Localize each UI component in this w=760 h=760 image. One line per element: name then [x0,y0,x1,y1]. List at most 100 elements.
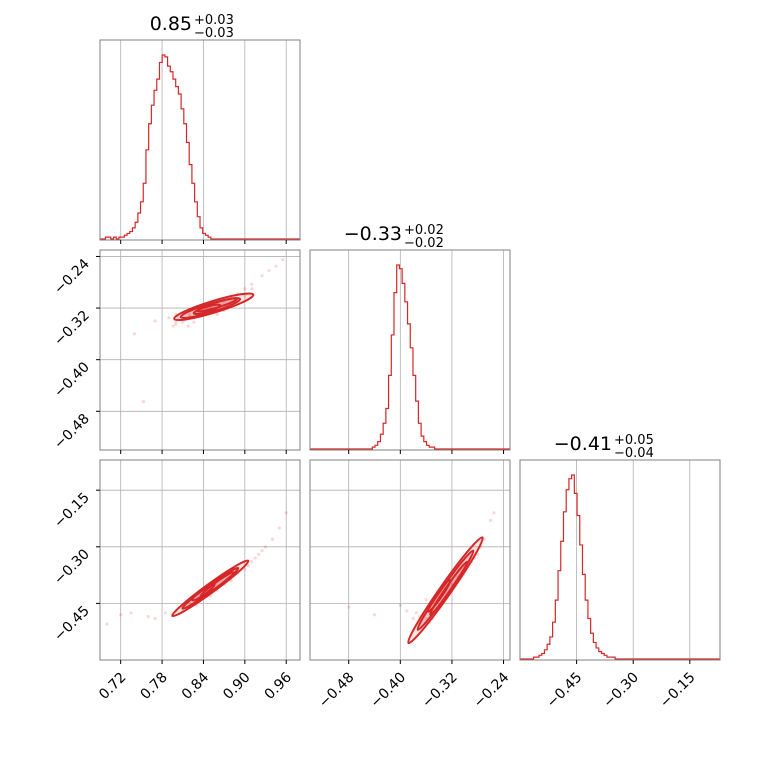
scatter-point [263,545,268,549]
histogram-title: −0.41 +0.05−0.04 [554,433,654,461]
y-tick-label: −0.24 [51,256,93,298]
scatter-point [167,316,171,320]
scatter-point [257,552,261,556]
panel-1-0 [96,249,301,454]
scatter-point [492,511,496,515]
title-lower: −0.03 [194,26,234,41]
scatter-point [277,526,281,530]
scatter-point [174,322,178,326]
x-tick-label: −0.30 [600,670,642,712]
x-tick-label: −0.48 [316,670,358,712]
scatter-point [192,320,196,324]
y-tick-label: −0.40 [51,359,93,401]
scatter-point [181,320,185,324]
panel-frame [309,249,511,451]
panel-content [520,474,720,660]
x-tick-label: 0.90 [220,670,253,703]
panel-frame [99,459,301,661]
scatter-point [414,611,419,615]
scatter-point [274,264,278,268]
y-tick-label: −0.15 [51,490,93,532]
density-contour [191,582,216,602]
density-contour [192,303,222,316]
scatter-point [129,611,133,615]
x-tick-label: −0.15 [657,670,699,712]
panel-content [132,258,285,404]
panel-2-1 [309,459,511,664]
scatter-point [243,287,247,291]
x-tick-label: 0.96 [262,669,295,702]
scatter-point [153,319,157,323]
panel-2-0 [96,459,301,664]
scatter-point [163,611,168,615]
y-tick-label: −0.32 [51,308,93,350]
y-tick-label: −0.30 [51,546,93,588]
scatter-point [243,567,247,572]
panel-content [105,511,288,626]
scatter-point [424,598,428,602]
scatter-point [253,556,257,560]
histogram-line [520,474,720,660]
scatter-point [146,615,150,619]
scatter-point [281,258,285,262]
scatter-point [372,613,377,617]
scatter-point [411,616,415,621]
x-tick-label: 0.78 [138,670,171,703]
density-contour [426,578,452,613]
scatter-point [250,560,254,564]
scatter-point [267,269,271,273]
panel-2-2: −0.41 +0.05−0.04 [519,433,721,664]
scatter-point [260,274,264,278]
panel-content [310,264,510,450]
panel-frame [99,39,301,241]
x-tick-label: −0.40 [367,670,409,712]
title-value: −0.33 [344,223,402,245]
scatter-point [119,613,123,617]
histogram-line [100,54,300,240]
scatter-point [284,511,288,515]
title-value: 0.85 [150,13,192,35]
scatter-point [153,616,157,621]
title-lower: −0.04 [614,446,654,461]
histogram-title: −0.33 +0.02−0.02 [344,223,444,251]
scatter-point [347,605,351,609]
scatter-point [141,400,146,404]
scatter-point [215,312,219,317]
scatter-point [188,312,192,317]
scatter-point [424,616,428,621]
histogram-title: 0.85 +0.03−0.03 [150,13,234,41]
scatter-point [489,518,493,522]
scatter-point [186,324,190,328]
title-upper: +0.02 [404,223,444,238]
y-tick-label: −0.48 [51,411,93,453]
scatter-point [250,282,254,286]
scatter-point [405,609,409,613]
panel-content [100,54,300,240]
x-tick-label: −0.32 [419,670,461,712]
scatter-point [132,332,137,336]
x-tick-label: −0.45 [544,670,586,712]
panel-frame [519,459,721,661]
histogram-line [310,264,510,450]
title-value: −0.41 [554,433,612,455]
scatter-point [246,564,250,568]
density-contour [429,560,469,616]
scatter-point [171,324,175,328]
x-tick-label: −0.24 [471,669,513,711]
panel-content [347,511,496,645]
title-upper: +0.05 [614,433,654,448]
scatter-point [270,537,275,541]
title-lower: −0.02 [404,236,444,251]
scatter-point [105,622,109,626]
panel-frame [99,249,301,451]
scatter-point [250,287,254,291]
y-tick-label: −0.45 [51,603,93,645]
x-tick-label: 0.72 [96,670,129,703]
title-upper: +0.03 [194,13,234,28]
scatter-point [398,603,402,607]
panel-0-0: 0.85 +0.03−0.03 [99,13,301,244]
panel-1-1: −0.33 +0.02−0.02 [309,223,511,454]
x-tick-label: 0.84 [179,669,212,702]
scatter-point [260,548,264,553]
